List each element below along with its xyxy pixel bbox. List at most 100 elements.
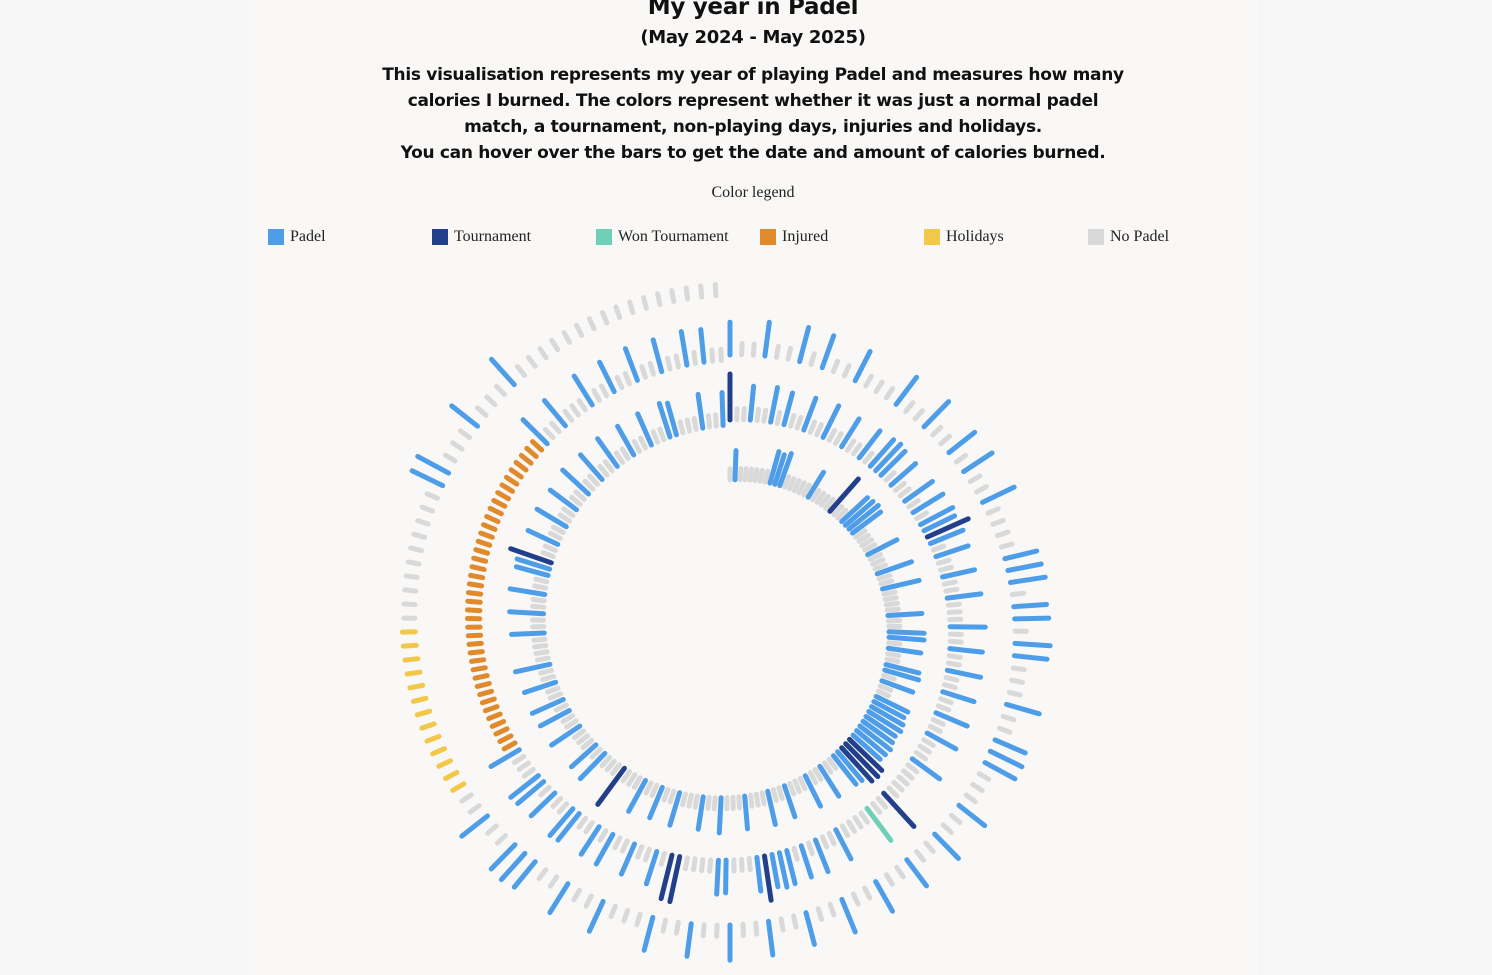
day-bar-no-padel[interactable] xyxy=(657,426,667,442)
day-bar-padel[interactable] xyxy=(909,756,943,782)
day-bar-no-padel[interactable] xyxy=(403,573,420,580)
day-bar-padel[interactable] xyxy=(784,848,798,887)
day-bar-padel[interactable] xyxy=(768,385,780,425)
day-bar-no-padel[interactable] xyxy=(883,470,897,483)
day-bar-no-padel[interactable] xyxy=(831,504,845,518)
day-bar-no-padel[interactable] xyxy=(574,322,585,338)
day-bar-padel[interactable] xyxy=(578,452,605,482)
day-bar-padel[interactable] xyxy=(542,398,568,429)
day-bar-injured[interactable] xyxy=(493,726,510,737)
day-bar-no-padel[interactable] xyxy=(540,673,557,682)
day-bar-no-padel[interactable] xyxy=(530,597,547,604)
day-bar-no-padel[interactable] xyxy=(770,787,779,803)
day-bar-no-padel[interactable] xyxy=(582,478,596,492)
day-bar-padel[interactable] xyxy=(641,914,656,953)
day-bar-no-padel[interactable] xyxy=(713,412,719,429)
day-bar-no-padel[interactable] xyxy=(556,801,570,815)
day-bar-injured[interactable] xyxy=(468,572,486,581)
day-bar-holidays[interactable] xyxy=(414,708,433,718)
day-bar-padel[interactable] xyxy=(488,842,518,872)
day-bar-injured[interactable] xyxy=(487,505,504,517)
day-bar-no-padel[interactable] xyxy=(705,413,712,430)
day-bar-no-padel[interactable] xyxy=(785,345,793,362)
day-bar-padel[interactable] xyxy=(910,491,946,516)
day-bar-padel[interactable] xyxy=(597,359,617,395)
day-bar-no-padel[interactable] xyxy=(748,792,755,809)
day-bar-padel[interactable] xyxy=(819,333,837,371)
day-bar-no-padel[interactable] xyxy=(587,473,600,487)
day-bar-no-padel[interactable] xyxy=(754,406,761,423)
day-bar-no-padel[interactable] xyxy=(878,578,895,587)
day-bar-no-padel[interactable] xyxy=(583,893,594,909)
day-bar-no-padel[interactable] xyxy=(531,636,548,643)
day-bar-no-padel[interactable] xyxy=(885,651,902,659)
day-bar-no-padel[interactable] xyxy=(450,440,465,452)
day-bar-no-padel[interactable] xyxy=(669,288,677,304)
day-bar-injured[interactable] xyxy=(481,522,498,532)
day-bar-injured[interactable] xyxy=(472,673,490,681)
day-bar-no-padel[interactable] xyxy=(935,557,952,566)
day-bar-padel[interactable] xyxy=(595,436,620,469)
day-bar-no-padel[interactable] xyxy=(684,417,692,434)
day-bar-no-padel[interactable] xyxy=(819,493,831,508)
day-bar-no-padel[interactable] xyxy=(791,845,800,862)
day-bar-padel[interactable] xyxy=(883,662,922,676)
day-bar-no-padel[interactable] xyxy=(532,643,549,650)
day-bar-no-padel[interactable] xyxy=(591,388,602,403)
day-bar-no-padel[interactable] xyxy=(612,835,623,851)
day-bar-no-padel[interactable] xyxy=(774,409,783,426)
day-bar-no-padel[interactable] xyxy=(542,543,558,553)
day-bar-no-padel[interactable] xyxy=(600,310,610,326)
day-bar-padel[interactable] xyxy=(509,630,547,637)
day-bar-holidays[interactable] xyxy=(430,746,447,757)
day-bar-padel[interactable] xyxy=(927,527,966,546)
day-bar-no-padel[interactable] xyxy=(673,919,681,936)
day-bar-padel[interactable] xyxy=(803,910,817,947)
day-bar-padel[interactable] xyxy=(569,742,599,770)
day-bar-no-padel[interactable] xyxy=(841,363,852,379)
day-bar-no-padel[interactable] xyxy=(846,819,857,834)
day-bar-no-padel[interactable] xyxy=(698,283,705,300)
day-bar-no-padel[interactable] xyxy=(835,507,849,521)
day-bar-no-padel[interactable] xyxy=(538,667,555,676)
day-bar-no-padel[interactable] xyxy=(930,424,944,438)
day-bar-padel[interactable] xyxy=(409,468,446,489)
day-bar-no-padel[interactable] xyxy=(870,557,886,567)
day-bar-no-padel[interactable] xyxy=(833,431,844,446)
day-bar-padel[interactable] xyxy=(714,857,721,897)
day-bar-no-padel[interactable] xyxy=(787,781,797,797)
day-bar-padel[interactable] xyxy=(882,667,922,683)
day-bar-no-padel[interactable] xyxy=(943,586,960,594)
day-bar-no-padel[interactable] xyxy=(634,911,643,928)
day-bar-padel[interactable] xyxy=(776,850,790,890)
day-bar-injured[interactable] xyxy=(465,598,483,605)
day-bar-won-tournament[interactable] xyxy=(864,805,894,843)
day-bar-no-padel[interactable] xyxy=(602,459,615,474)
day-bar-no-padel[interactable] xyxy=(792,778,802,794)
day-bar-no-padel[interactable] xyxy=(699,857,706,874)
day-bar-padel[interactable] xyxy=(1012,615,1052,622)
day-bar-no-padel[interactable] xyxy=(822,760,834,775)
day-bar-holidays[interactable] xyxy=(407,682,426,691)
day-bar-no-padel[interactable] xyxy=(549,337,561,353)
day-bar-no-padel[interactable] xyxy=(597,463,610,478)
day-bar-padel[interactable] xyxy=(1002,548,1040,562)
day-bar-tournament[interactable] xyxy=(827,476,861,514)
day-bar-no-padel[interactable] xyxy=(917,743,932,755)
day-bar-no-padel[interactable] xyxy=(761,407,769,424)
day-bar-no-padel[interactable] xyxy=(494,833,508,846)
day-bar-no-padel[interactable] xyxy=(877,683,894,693)
day-bar-no-padel[interactable] xyxy=(778,916,786,933)
day-bar-padel[interactable] xyxy=(762,319,772,359)
day-bar-no-padel[interactable] xyxy=(533,576,550,585)
day-bar-padel[interactable] xyxy=(781,783,798,820)
day-bar-no-padel[interactable] xyxy=(883,872,895,887)
day-bar-no-padel[interactable] xyxy=(631,439,642,454)
day-bar-no-padel[interactable] xyxy=(547,691,564,701)
day-bar-padel[interactable] xyxy=(522,679,559,695)
day-bar-no-padel[interactable] xyxy=(564,718,579,730)
day-bar-no-padel[interactable] xyxy=(1009,677,1025,685)
day-bar-no-padel[interactable] xyxy=(553,702,569,713)
day-bar-no-padel[interactable] xyxy=(788,413,797,429)
day-bar-holidays[interactable] xyxy=(450,781,467,793)
